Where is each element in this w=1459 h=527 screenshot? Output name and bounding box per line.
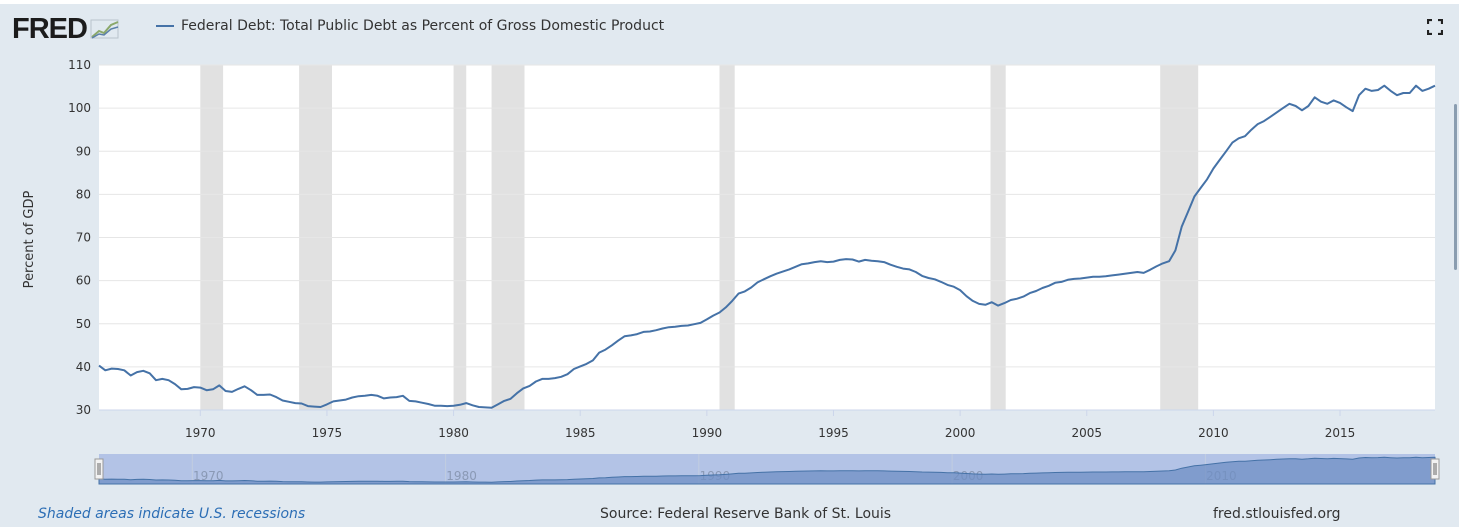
fred-logo[interactable]: FRED: [12, 12, 120, 45]
y-tick-label: 50: [76, 317, 91, 331]
navigator-left-handle[interactable]: [94, 458, 104, 480]
y-tick-label: 80: [76, 187, 91, 201]
y-tick-label: 30: [76, 403, 91, 417]
x-tick-label: 1970: [185, 426, 216, 440]
x-tick-label: 2000: [945, 426, 976, 440]
x-tick-label: 2005: [1071, 426, 1102, 440]
x-tick-label: 1975: [312, 426, 343, 440]
x-tick-label: 2010: [1198, 426, 1229, 440]
y-tick-label: 60: [76, 274, 91, 288]
source-text: Source: Federal Reserve Bank of St. Loui…: [600, 506, 892, 522]
navigator-right-handle[interactable]: [1430, 458, 1440, 480]
fred-logo-text: FRED: [12, 12, 88, 45]
y-tick-label: 100: [68, 101, 91, 115]
range-navigator[interactable]: 19701980199020002010: [0, 450, 1459, 490]
y-axis-label: Percent of GDP: [22, 191, 37, 289]
y-tick-label: 110: [68, 58, 91, 72]
navigator-tick-label: 1980: [446, 469, 477, 483]
y-tick-label: 70: [76, 231, 91, 245]
line-chart: 30 40 50 60 70 80 90 100 110 1970 1975 1980 1985 1990…: [22, 58, 1436, 440]
navigator-tick-label: 1970: [193, 469, 224, 483]
chart-legend: Federal Debt: Total Public Debt as Perce…: [156, 18, 664, 34]
x-tick-label: 1985: [565, 426, 596, 440]
navigator-series: [98, 456, 1436, 485]
y-tick-label: 90: [76, 144, 91, 158]
chart-line-icon: [90, 19, 119, 39]
y-tick-label: 40: [76, 360, 91, 374]
site-url: fred.stlouisfed.org: [1213, 506, 1341, 522]
legend-swatch: [156, 25, 174, 27]
x-tick-label: 1980: [438, 426, 469, 440]
recessions-note[interactable]: Shaded areas indicate U.S. recessions: [38, 506, 306, 522]
x-tick-label: 1990: [692, 426, 723, 440]
fullscreen-icon[interactable]: [1427, 19, 1443, 35]
x-tick-label: 1995: [818, 426, 849, 440]
top-strip: [0, 0, 1459, 4]
x-tick-label: 2015: [1325, 426, 1356, 440]
page-scrollbar[interactable]: [1454, 104, 1457, 270]
series-line: [98, 84, 1436, 409]
legend-label: Federal Debt: Total Public Debt as Perce…: [181, 18, 665, 34]
